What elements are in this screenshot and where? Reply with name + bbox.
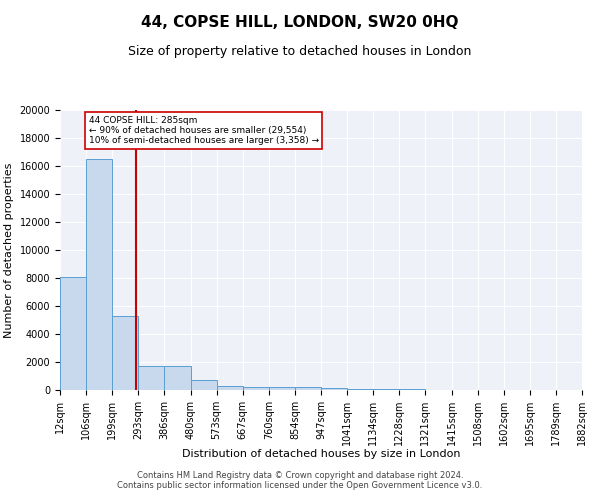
Text: Contains HM Land Registry data © Crown copyright and database right 2024.
Contai: Contains HM Land Registry data © Crown c… xyxy=(118,470,482,490)
Bar xyxy=(321,388,347,390)
Bar xyxy=(112,316,139,390)
Bar xyxy=(139,366,164,390)
Bar xyxy=(164,366,191,390)
Text: 44 COPSE HILL: 285sqm
← 90% of detached houses are smaller (29,554)
10% of semi-: 44 COPSE HILL: 285sqm ← 90% of detached … xyxy=(89,116,319,146)
Bar xyxy=(347,388,373,390)
Bar xyxy=(217,386,243,390)
Bar xyxy=(243,386,269,390)
Bar xyxy=(60,276,86,390)
Bar xyxy=(269,387,295,390)
Bar xyxy=(86,159,112,390)
X-axis label: Distribution of detached houses by size in London: Distribution of detached houses by size … xyxy=(182,450,460,460)
Text: 44, COPSE HILL, LONDON, SW20 0HQ: 44, COPSE HILL, LONDON, SW20 0HQ xyxy=(141,15,459,30)
Text: Size of property relative to detached houses in London: Size of property relative to detached ho… xyxy=(128,45,472,58)
Bar xyxy=(295,387,321,390)
Y-axis label: Number of detached properties: Number of detached properties xyxy=(4,162,14,338)
Bar xyxy=(191,380,217,390)
